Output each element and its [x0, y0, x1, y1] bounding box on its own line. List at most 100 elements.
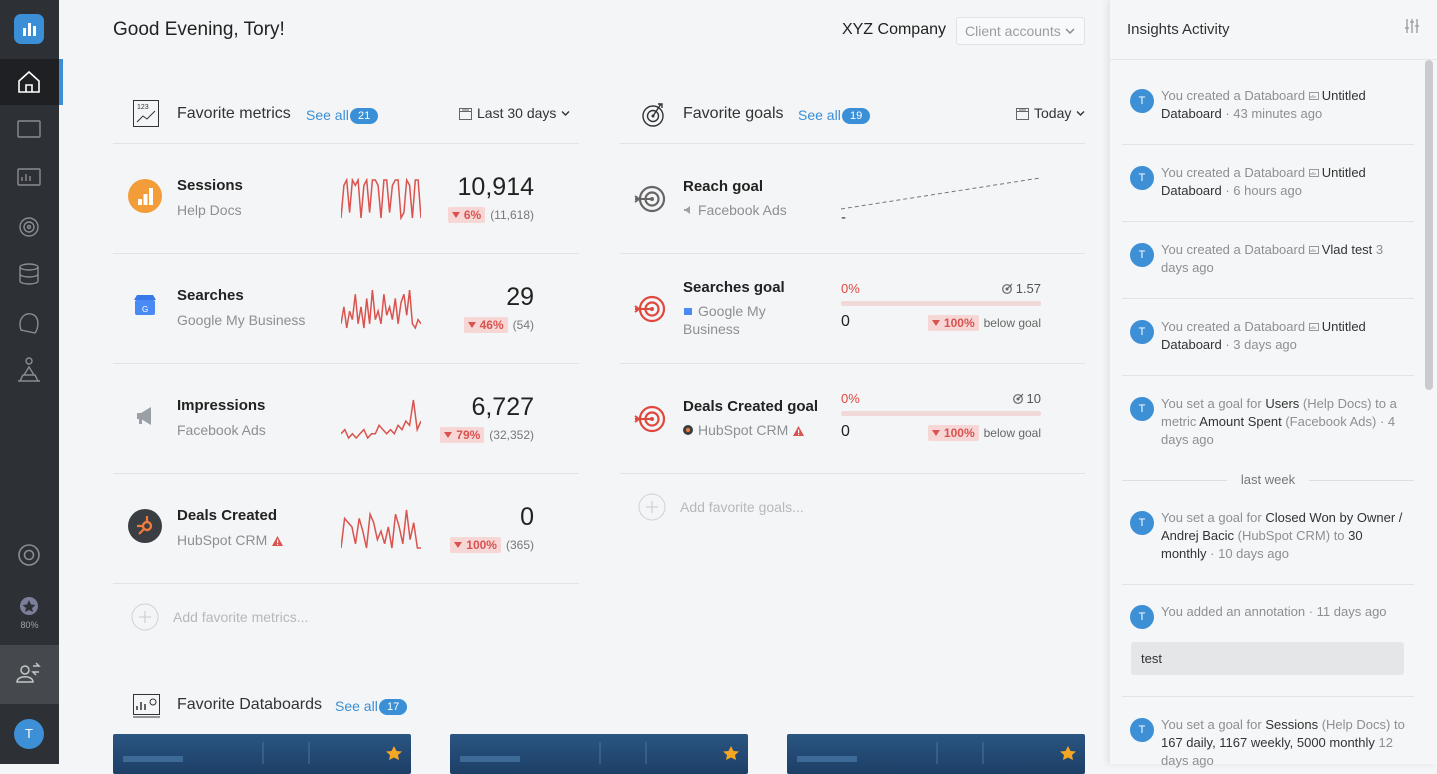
see-all-link[interactable]: See all	[335, 698, 378, 714]
source-icon	[684, 308, 692, 315]
row-divider	[620, 473, 1085, 474]
count-pill: 19	[842, 108, 871, 124]
previous-value: (54)	[512, 318, 534, 332]
activity-part: You set a goal for	[1161, 396, 1262, 411]
range-label: Last 30 days	[477, 105, 557, 121]
goal-icon	[634, 295, 666, 323]
change-value: 79%	[456, 428, 481, 442]
progress-track	[841, 301, 1041, 306]
metric-name: Deals Created	[177, 507, 278, 524]
goal-change: 100% below goal	[880, 315, 1041, 331]
activity-avatar: T	[1130, 243, 1154, 267]
databoard-thumbnail[interactable]	[450, 734, 748, 774]
change-badge: 46%	[463, 317, 508, 333]
down-arrow	[454, 542, 463, 548]
user-avatar[interactable]: T	[14, 719, 44, 749]
sparkline-path	[341, 509, 421, 549]
source-name: HubSpot CRM	[698, 422, 789, 438]
warning-icon	[272, 536, 284, 546]
activity-avatar: T	[1130, 605, 1154, 629]
trend-line	[841, 177, 1041, 210]
chevron	[1076, 110, 1085, 116]
goal-label: Reach goal Facebook Ads	[683, 143, 823, 253]
change-value: 100%	[466, 538, 497, 552]
section-title: Favorite Databoards	[177, 696, 322, 713]
goal-icon	[634, 405, 666, 433]
change-value: 6%	[463, 208, 482, 222]
databoard-icon	[1308, 169, 1319, 177]
help-icon[interactable]	[0, 540, 59, 570]
metric-label: Searches Google My Business	[177, 253, 305, 363]
change-badge: 6%	[447, 207, 486, 223]
section-icon: 123	[133, 100, 159, 127]
nav-home[interactable]	[0, 59, 59, 105]
goal-status: below goal	[983, 316, 1041, 330]
source-name: Google My Business	[683, 303, 766, 337]
logo-icon	[23, 23, 36, 36]
down-arrow	[931, 430, 940, 436]
previous-value: (11,618)	[490, 208, 534, 222]
row-divider	[620, 143, 1085, 144]
change-badge: 100%	[927, 425, 979, 441]
metric-source: Google My Business	[177, 310, 305, 330]
change-value: 100%	[943, 426, 975, 440]
scrollbar[interactable]	[1425, 60, 1433, 390]
metric-name: Sessions	[177, 177, 243, 194]
metric-value: 6,727	[471, 393, 534, 421]
target-icon	[1001, 283, 1013, 294]
activity-part: You created a Databoard	[1161, 165, 1306, 180]
target-icon	[1012, 393, 1023, 404]
metric-name: Impressions	[177, 397, 266, 414]
change-value: 100%	[943, 316, 975, 330]
row-divider	[113, 363, 579, 364]
insights-panel: Insights Activity T You created a Databoa…	[1110, 0, 1437, 768]
nav-team[interactable]	[0, 645, 59, 704]
activity-avatar: T	[1130, 320, 1154, 344]
activity-part: You created a Databoard	[1161, 319, 1306, 334]
databoard-icon	[1308, 323, 1319, 331]
see-all-link[interactable]: See all	[306, 107, 349, 123]
metric-value: 29	[506, 283, 534, 311]
databoard-thumbnail[interactable]	[787, 734, 1085, 774]
badge-icon[interactable]	[0, 594, 59, 618]
chevron	[1065, 28, 1075, 34]
team-icon	[16, 662, 41, 683]
add-link[interactable]: Add favorite goals...	[680, 499, 804, 515]
home-icon	[18, 70, 40, 93]
activity-part: 167 daily, 1167 weekly, 5000 monthly	[1161, 735, 1375, 750]
metric-change: 79% (32,352)	[360, 427, 534, 443]
range-select[interactable]: Last 30 days	[459, 105, 570, 121]
svg-text:123: 123	[137, 104, 149, 111]
metric-change: 46% (54)	[360, 317, 534, 333]
row-divider	[620, 363, 1085, 364]
progress-track	[841, 411, 1041, 416]
databoard-icon	[1308, 92, 1319, 100]
add-link[interactable]: Add favorite metrics...	[173, 609, 309, 625]
activity-part: · 6 hours ago	[1225, 183, 1302, 198]
activity-part: You set a goal for	[1161, 510, 1262, 525]
activity-divider	[1122, 144, 1414, 145]
goal-progress: 0%	[841, 281, 860, 296]
goal-source: HubSpot CRM	[683, 421, 823, 439]
target-value: 1.57	[1015, 281, 1041, 296]
account-select[interactable]: Client accounts	[956, 17, 1085, 45]
activity-avatar: T	[1130, 166, 1154, 190]
logo[interactable]	[14, 14, 44, 44]
section-title: Favorite metrics	[177, 105, 291, 122]
metric-label: Deals Created HubSpot CRM	[177, 473, 284, 583]
filter-icon[interactable]	[1404, 18, 1420, 34]
activity-part: Users	[1265, 396, 1300, 411]
thumbnail-detail	[797, 742, 1076, 764]
change-badge: 100%	[450, 537, 501, 553]
nav-icons[interactable]	[0, 105, 59, 405]
see-all-link[interactable]: See all	[798, 107, 841, 123]
range-select[interactable]: Today	[1016, 105, 1085, 121]
goal-progress: 0%	[841, 391, 860, 406]
activity-part: Untitled Databoard	[1161, 88, 1366, 121]
previous-value: (365)	[505, 538, 534, 552]
down-arrow	[467, 322, 476, 328]
calendar-icon	[1016, 107, 1029, 120]
goal-name: Searches goal	[683, 279, 785, 296]
databoard-thumbnail[interactable]	[113, 734, 411, 774]
